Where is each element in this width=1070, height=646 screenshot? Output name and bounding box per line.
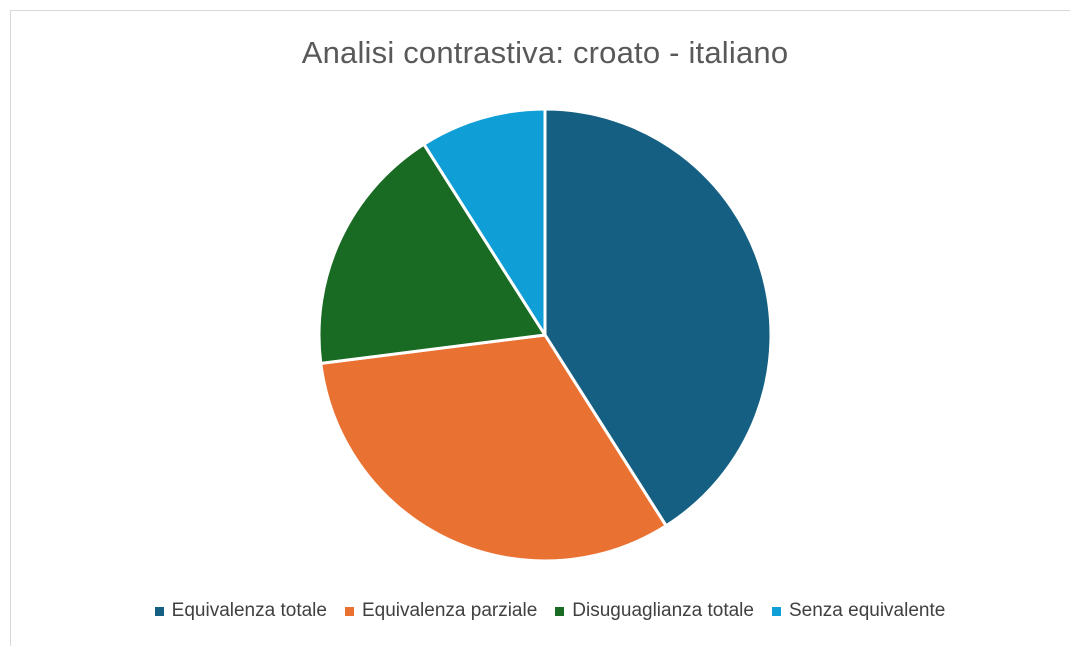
legend-item-senza-equivalente: Senza equivalente <box>771 600 946 622</box>
pie-slice-equivalenza-parziale <box>319 333 668 563</box>
legend-item-equivalenza-parziale: Equivalenza parziale <box>344 600 538 622</box>
pie-slice-disuguaglianza-totale <box>317 142 547 365</box>
legend-label: Equivalenza parziale <box>361 600 538 621</box>
legend-swatch-icon <box>771 606 781 616</box>
pie-slice-senza-equivalente <box>422 107 547 337</box>
legend-swatch-icon <box>154 606 164 616</box>
legend-label: Disuguaglianza totale <box>572 600 754 621</box>
chart-frame <box>10 10 1070 646</box>
legend-label: Senza equivalente <box>788 600 946 621</box>
legend-item-equivalenza-totale: Equivalenza totale <box>154 600 327 622</box>
legend-label: Equivalenza totale <box>171 600 327 621</box>
legend: Equivalenza totale Equivalenza parziale … <box>0 600 1070 622</box>
legend-item-disuguaglianza-totale: Disuguaglianza totale <box>555 600 754 622</box>
chart-title: Analisi contrastiva: croato - italiano <box>301 35 789 70</box>
legend-swatch-icon <box>555 606 565 616</box>
legend-swatch-icon <box>344 606 354 616</box>
